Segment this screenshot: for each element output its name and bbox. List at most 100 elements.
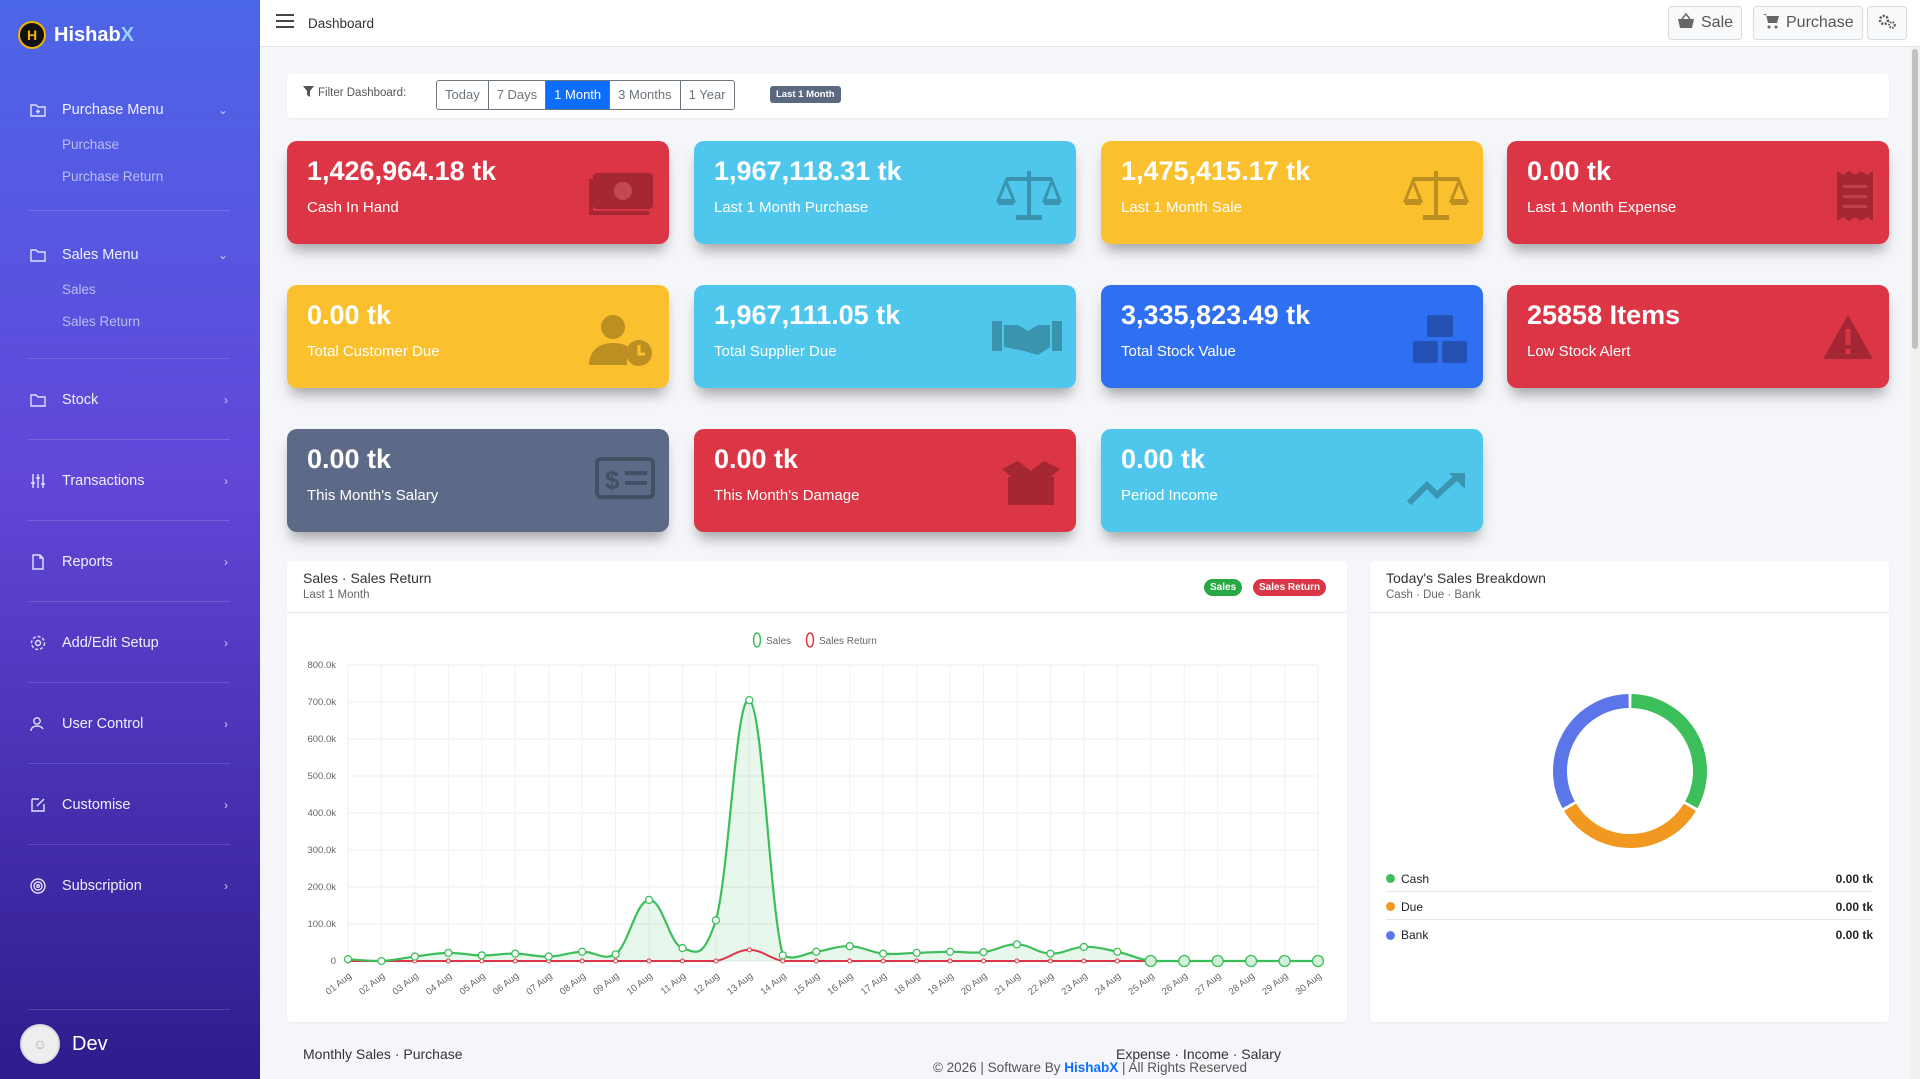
purchase-button[interactable]: Purchase — [1753, 6, 1863, 40]
stat-card-month-salary[interactable]: 0.00 tk This Month's Salary $ — [287, 429, 669, 532]
stat-card-low-stock-alert[interactable]: 25858 Items Low Stock Alert — [1507, 285, 1889, 388]
filter-3-months-button[interactable]: 3 Months — [610, 81, 681, 109]
folder-icon — [28, 245, 48, 265]
chevron-down-icon: ⌄ — [217, 103, 228, 117]
chevron-right-icon: › — [224, 555, 228, 569]
stat-card-stock-value[interactable]: 3,335,823.49 tk Total Stock Value — [1101, 285, 1483, 388]
sidebar-subitem-sales[interactable]: Sales — [62, 282, 96, 297]
sidebar-item-customise[interactable]: Customise › — [28, 795, 228, 815]
sales-line-chart: 0 100.0k 200.0k 300.0k 400.0k 500.0k 600.0k 700… — [307, 632, 1325, 998]
sale-button[interactable]: Sale — [1668, 6, 1743, 40]
scrollbar[interactable] — [1910, 47, 1920, 1079]
breakdown-row-cash: Cash 0.00 tk — [1386, 866, 1873, 892]
trend-up-icon — [1406, 469, 1469, 514]
divider — [28, 601, 230, 602]
filter-today-button[interactable]: Today — [437, 81, 489, 109]
edit-icon — [28, 795, 48, 815]
x-tick-label: 18 Aug — [892, 971, 922, 998]
x-tick-label: 21 Aug — [993, 971, 1023, 998]
sales-return-legend-label: Sales Return — [819, 636, 877, 647]
sidebar-subitem-purchase-return[interactable]: Purchase Return — [62, 169, 164, 184]
filter-1-year-button[interactable]: 1 Year — [688, 87, 726, 102]
gear-icon — [28, 633, 48, 653]
stat-card-last-month-expense[interactable]: 0.00 tk Last 1 Month Expense — [1507, 141, 1889, 244]
sales-point — [577, 947, 587, 956]
sidebar-item-reports[interactable]: Reports › — [28, 552, 228, 572]
y-tick-label: 600.0k — [307, 734, 336, 745]
x-tick-label: 30 Aug — [1294, 971, 1324, 998]
sales-return-point — [613, 958, 619, 964]
sidebar-item-sales-menu[interactable]: Sales Menu ⌄ — [28, 245, 228, 265]
stat-label: Last 1 Month Sale — [1121, 199, 1242, 216]
sales-point — [343, 954, 353, 964]
x-tick-label: 24 Aug — [1093, 971, 1123, 998]
funnel-icon — [303, 86, 314, 100]
breakdown-row-bank: Bank 0.00 tk — [1386, 922, 1873, 948]
stat-card-period-income[interactable]: 0.00 tk Period Income — [1101, 429, 1483, 532]
x-tick-label: 03 Aug — [391, 971, 421, 998]
sales-return-point — [512, 958, 518, 964]
menu-toggle-icon[interactable] — [276, 14, 294, 28]
brand[interactable]: H HishabX — [18, 21, 134, 49]
settings-button[interactable] — [1867, 6, 1907, 40]
sales-point — [1278, 954, 1291, 968]
sales-point — [1046, 949, 1055, 958]
x-tick-label: 02 Aug — [357, 971, 387, 998]
sidebar-item-subscription[interactable]: Subscription › — [28, 876, 228, 896]
sidebar-item-stock[interactable]: Stock › — [28, 390, 228, 410]
stat-card-cash-in-hand[interactable]: 1,426,964.18 tk Cash In Hand — [287, 141, 669, 244]
sales-return-point — [679, 958, 685, 964]
chevron-right-icon: › — [224, 393, 228, 407]
filter-7-days-button[interactable]: 7 Days — [489, 81, 547, 109]
stat-label: Last 1 Month Expense — [1527, 199, 1677, 216]
user-profile[interactable]: ☺ Dev — [20, 1024, 108, 1064]
stat-card-customer-due[interactable]: 0.00 tk Total Customer Due — [287, 285, 669, 388]
stat-card-month-damage[interactable]: 0.00 tk This Month's Damage — [694, 429, 1076, 532]
sales-legend-swatch — [752, 632, 762, 648]
cart-icon — [1762, 13, 1780, 34]
x-tick-label: 28 Aug — [1227, 971, 1257, 998]
stat-label: Period Income — [1121, 487, 1218, 504]
sales-point — [1113, 947, 1122, 956]
sidebar-item-add-edit-setup[interactable]: Add/Edit Setup › — [28, 633, 228, 653]
divider — [287, 612, 1347, 613]
x-tick-label: 10 Aug — [625, 971, 655, 998]
stat-value: 0.00 tk — [1527, 156, 1612, 186]
donut-slice-bank — [1553, 694, 1629, 809]
user-clock-icon — [589, 313, 655, 372]
scrollbar-thumb[interactable] — [1912, 49, 1918, 349]
donut-slice-due — [1564, 803, 1696, 848]
sidebar-subitem-purchase[interactable]: Purchase — [62, 137, 120, 152]
sidebar-item-transactions[interactable]: Transactions › — [28, 471, 228, 491]
sidebar-item-user-control[interactable]: User Control › — [28, 714, 228, 734]
sales-return-point — [813, 958, 819, 964]
sidebar-item-purchase-menu[interactable]: Purchase Menu ⌄ — [28, 100, 228, 120]
sidebar-subitem-sales-return[interactable]: Sales Return — [62, 314, 141, 329]
x-tick-label: 12 Aug — [692, 971, 722, 998]
breadcrumb: Dashboard — [308, 16, 375, 31]
boxes-icon — [1411, 313, 1469, 370]
chevron-right-icon: › — [224, 798, 228, 812]
stat-card-supplier-due[interactable]: 1,967,111.05 tk Total Supplier Due — [694, 285, 1076, 388]
y-tick-label: 300.0k — [307, 845, 336, 856]
sales-point — [845, 942, 854, 951]
divider — [28, 682, 230, 683]
stat-value: 25858 Items — [1527, 300, 1681, 330]
filter-1-month-button[interactable]: 1 Month — [546, 81, 611, 109]
sales-chart-panel: Sales · Sales Return Last 1 Month Sales … — [287, 561, 1347, 1022]
stat-card-last-month-purchase[interactable]: 1,967,118.31 tk Last 1 Month Purchase — [694, 141, 1076, 244]
y-tick-label: 700.0k — [307, 697, 336, 708]
sales-return-point — [1014, 958, 1020, 964]
x-tick-label: 29 Aug — [1260, 971, 1290, 998]
panel-title: Today's Sales Breakdown — [1386, 570, 1546, 586]
svg-text:$: $ — [605, 465, 620, 495]
chevron-down-icon: ⌄ — [217, 248, 228, 262]
footer-brand-link[interactable]: HishabX — [1064, 1060, 1119, 1075]
sales-return-point — [981, 958, 987, 964]
breakdown-row-due: Due 0.00 tk — [1386, 894, 1873, 920]
stat-card-last-month-sale[interactable]: 1,475,415.17 tk Last 1 Month Sale — [1101, 141, 1483, 244]
expense-income-salary-title: Expense · Income · Salary — [1116, 1046, 1281, 1062]
sliders-icon — [28, 471, 48, 491]
x-tick-label: 16 Aug — [825, 971, 855, 998]
x-tick-label: 05 Aug — [458, 971, 488, 998]
